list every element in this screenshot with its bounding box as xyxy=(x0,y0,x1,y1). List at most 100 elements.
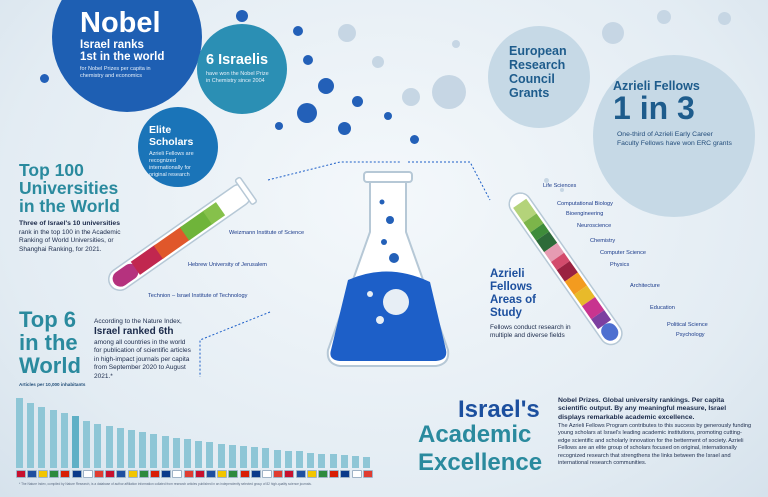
country-flag-icon xyxy=(351,470,362,478)
chart-bar xyxy=(105,426,113,468)
chart-bar xyxy=(60,413,68,468)
chart-area xyxy=(16,392,376,468)
university-technion: Technion – Israel Institute of Technolog… xyxy=(148,293,248,299)
chart-bar xyxy=(72,416,79,468)
country-flag-icon xyxy=(217,470,228,478)
six-israelis-bubble xyxy=(197,24,287,114)
field-life-sciences: Life Sciences xyxy=(543,183,577,189)
country-flag-icon xyxy=(306,470,317,478)
top100-line1: Top 100 xyxy=(19,160,84,180)
excellence-line2: Academic xyxy=(418,421,532,448)
country-flag-icon xyxy=(116,470,127,478)
chart-bar xyxy=(329,454,337,468)
chart-bar xyxy=(38,407,46,468)
country-flag-icon xyxy=(273,470,284,478)
erc-line-2: Research xyxy=(509,58,566,72)
country-flag-icon xyxy=(82,470,93,478)
flask-illustration xyxy=(326,171,450,367)
chart-bar xyxy=(363,457,371,468)
chart-bar xyxy=(94,424,102,468)
country-flag-icon xyxy=(284,470,295,478)
chart-bar xyxy=(262,448,270,468)
field-physics: Physics xyxy=(610,262,630,268)
chart-bar xyxy=(273,450,281,468)
chart-bar xyxy=(296,451,303,468)
excellence-lead: Nobel Prizes. Global university rankings… xyxy=(558,397,727,421)
field-education: Education xyxy=(650,305,675,311)
country-flag-icon xyxy=(26,470,37,478)
chart-footnote: * The Nature Index, compiled by Nature R… xyxy=(19,482,312,486)
one-in-three-figure: 1 in 3 xyxy=(613,90,695,126)
country-flag-icon xyxy=(93,470,104,478)
six-israelis-subtitle: have won the Nobel Prize in Chemistry si… xyxy=(206,71,269,84)
top6-body: among all countries in the world for pub… xyxy=(94,339,191,380)
one-in-three-bubble xyxy=(593,55,755,217)
chart-bar xyxy=(228,445,236,468)
country-flag-icon xyxy=(161,470,172,478)
field-architecture: Architecture xyxy=(630,283,660,289)
country-flag-icon xyxy=(250,470,261,478)
right-test-tube xyxy=(508,192,623,346)
areas-line4: Study xyxy=(490,307,522,319)
field-computer-science: Computer Science xyxy=(600,250,647,256)
country-flag-icon xyxy=(15,470,26,478)
top6-line1: Top 6 xyxy=(19,307,77,332)
erc-line-1: European xyxy=(509,44,567,58)
chart-bar xyxy=(161,436,169,468)
excellence-line1: Israel's xyxy=(458,396,540,423)
country-flag-icon xyxy=(60,470,71,478)
excellence-body: The Azrieli Fellows Program contributes … xyxy=(558,423,752,467)
chart-bar xyxy=(16,398,23,468)
areas-line1: Azrieli xyxy=(490,268,525,280)
country-flag-icon xyxy=(149,470,160,478)
top6-intro: According to the Nature Index, xyxy=(94,318,182,325)
top6-headline: Israel ranked 6th xyxy=(94,326,174,337)
chart-bar xyxy=(217,444,225,468)
nobel-line1: Israel ranks xyxy=(80,39,144,51)
country-flag-icon xyxy=(228,470,239,478)
chart-bar xyxy=(240,446,247,468)
top6-line3: World xyxy=(19,353,81,378)
chart-bar xyxy=(172,438,180,468)
areas-line2: Fellows xyxy=(490,281,533,293)
chart-bar xyxy=(27,403,35,468)
one-in-three-subtitle: One-third of Azrieli Early Career Facult… xyxy=(617,131,732,147)
country-flag-icon xyxy=(340,470,351,478)
country-flag-icon xyxy=(172,470,183,478)
country-flag-icon xyxy=(205,470,216,478)
elite-subtitle: Azrieli Fellows are recognized internati… xyxy=(149,151,194,178)
country-flag-icon xyxy=(261,470,272,478)
chart-bar xyxy=(49,410,57,468)
top100-lead: Three of Israel's 10 universities xyxy=(19,220,120,227)
chart-bar xyxy=(128,430,135,468)
chart-bar xyxy=(116,428,124,468)
country-flag-icon xyxy=(194,470,205,478)
chart-bar xyxy=(251,447,259,468)
country-flag-icon xyxy=(317,470,328,478)
chart-bar xyxy=(139,432,147,468)
field-computational-biology: Computational Biology xyxy=(557,201,613,207)
nobel-line2: 1st in the world xyxy=(80,51,165,63)
field-chemistry: Chemistry xyxy=(590,238,616,244)
areas-subtitle: Fellows conduct research in multiple and… xyxy=(490,324,571,340)
chart-bar xyxy=(184,439,191,468)
erc-bubble xyxy=(488,26,590,128)
country-flag-icon xyxy=(362,470,373,478)
flag-row xyxy=(15,470,376,478)
top100-line3: in the World xyxy=(19,196,120,216)
azrieli-fellows-title: Azrieli Fellows xyxy=(613,79,700,93)
country-flag-icon xyxy=(239,470,250,478)
country-flag-icon xyxy=(71,470,82,478)
areas-line3: Areas of xyxy=(490,294,537,306)
country-flag-icon xyxy=(183,470,194,478)
erc-line-4: Grants xyxy=(509,86,550,100)
chart-bar xyxy=(206,442,214,468)
chart-bar xyxy=(352,456,359,468)
country-flag-icon xyxy=(138,470,149,478)
country-flag-icon xyxy=(295,470,306,478)
chart-bar xyxy=(340,455,348,468)
chart-bar xyxy=(150,434,158,468)
field-psychology: Psychology xyxy=(676,332,705,338)
country-flag-icon xyxy=(105,470,116,478)
